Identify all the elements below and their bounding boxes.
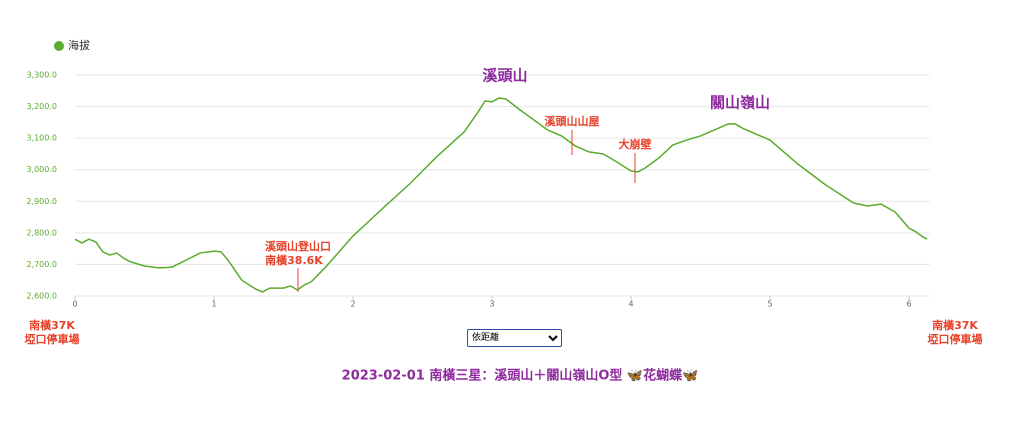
line (74, 97, 928, 293)
x-tick-label: 5 (767, 300, 772, 309)
x-tick-label: 3 (489, 300, 494, 309)
legend-marker (54, 41, 64, 51)
x-tick-label: 0 (72, 300, 77, 309)
annotation: 溪頭山登山口 (265, 239, 331, 253)
legend-label: 海拔 (68, 38, 90, 52)
endpoint-label: 南橫37K (29, 318, 75, 332)
annotation: 溪頭山 (482, 67, 527, 85)
sort-select[interactable]: 依距離 (467, 329, 562, 347)
x-tick-label: 6 (906, 300, 911, 309)
annotation: 關山嶺山 (710, 94, 770, 112)
annotation: 大崩壁 (619, 137, 652, 151)
endpoint-label: 埡口停車場 (25, 332, 80, 346)
y-tick-label: 3,200.0 (26, 102, 57, 111)
endpoint-label: 南橫37K (932, 318, 978, 332)
caption: 2023-02-01 南橫三星：溪頭山＋關山嶺山O型 🦋花蝴蝶🦋 (342, 368, 699, 384)
y-tick-label: 2,600.0 (26, 292, 57, 301)
x-tick-label: 1 (211, 300, 216, 309)
y-tick-label: 2,900.0 (26, 197, 57, 206)
y-tick-label: 2,800.0 (26, 228, 57, 237)
x-tick-label: 2 (350, 300, 355, 309)
y-tick-label: 3,000.0 (26, 165, 57, 174)
x-tick-label: 4 (628, 300, 633, 309)
y-tick-label: 3,100.0 (26, 134, 57, 143)
y-tick-label: 3,300.0 (26, 71, 57, 80)
endpoint-label: 埡口停車場 (928, 332, 983, 346)
y-tick-label: 2,700.0 (26, 260, 57, 269)
annotation: 溪頭山山屋 (545, 114, 600, 128)
annotation: 南橫38.6K (265, 253, 323, 267)
